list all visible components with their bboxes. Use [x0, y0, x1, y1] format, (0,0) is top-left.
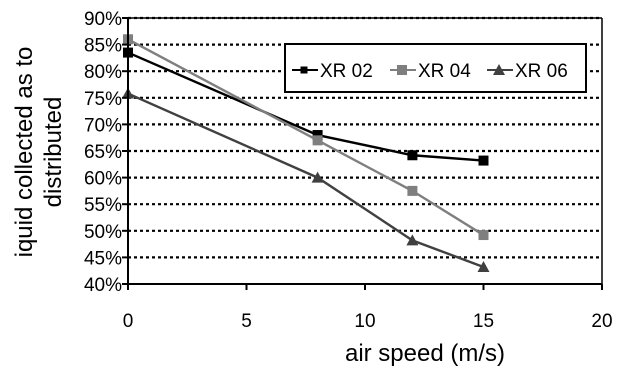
- y-tick-label-40: 40%: [84, 275, 122, 296]
- y-tick-label-45: 45%: [84, 248, 122, 269]
- series-line-xr-04: [127, 38, 485, 237]
- series-line-xr-06: [127, 92, 484, 269]
- x-axis-title: air speed (m/s): [345, 340, 505, 367]
- data-point-xr-06-3: [477, 260, 490, 272]
- y-tick-label-50: 50%: [84, 222, 122, 243]
- y-tick-label-70: 70%: [84, 115, 122, 136]
- data-point-xr-06-2: [406, 234, 419, 246]
- series-xr-06: [122, 87, 490, 272]
- x-tick-label-20: 20: [591, 311, 612, 332]
- y-tick-label-90: 90%: [84, 9, 122, 30]
- legend-marker-xr-06: [493, 64, 505, 75]
- x-tick-label-5: 5: [241, 311, 252, 332]
- data-point-xr-02-2: [407, 150, 418, 161]
- data-point-xr-02-1: [312, 130, 323, 141]
- axes: [122, 17, 603, 290]
- y-tick-label-85: 85%: [84, 36, 122, 57]
- data-point-xr-04-2: [407, 185, 418, 196]
- y-tick-label-65: 65%: [84, 142, 122, 163]
- data-point-xr-02-3: [478, 155, 489, 166]
- data-point-xr-06-1: [311, 171, 324, 183]
- legend-marker-xr-02: [300, 66, 308, 74]
- y-tick-label-75: 75%: [84, 89, 122, 110]
- x-tick-label-10: 10: [354, 311, 375, 332]
- legend-box: [284, 43, 587, 93]
- y-tick-label-80: 80%: [84, 62, 122, 83]
- data-point-xr-04-1: [312, 135, 323, 146]
- y-tick-label-60: 60%: [84, 169, 122, 190]
- y-tick-label-55: 55%: [84, 195, 122, 216]
- legend-marker-xr-04: [397, 65, 407, 75]
- legend: XR 02 XR 04 XR 06: [284, 43, 587, 93]
- y-axis-title-line-2: distributed: [40, 97, 67, 208]
- series-line-xr-02: [127, 51, 484, 162]
- legend-label-xr-04: XR 04: [418, 61, 471, 82]
- legend-label-xr-02: XR 02: [320, 61, 373, 82]
- tick-labels: 40% 45% 50% 55% 60% 65% 70% 75% 80% 85% 90% 0 5 10 15 2…: [84, 9, 613, 332]
- y-axis-title-line-1: iquid collected as to: [11, 47, 38, 258]
- x-tick-label-0: 0: [123, 311, 134, 332]
- legend-label-xr-06: XR 06: [515, 61, 568, 82]
- data-point-xr-04-3: [478, 230, 489, 241]
- x-tick-label-15: 15: [473, 311, 494, 332]
